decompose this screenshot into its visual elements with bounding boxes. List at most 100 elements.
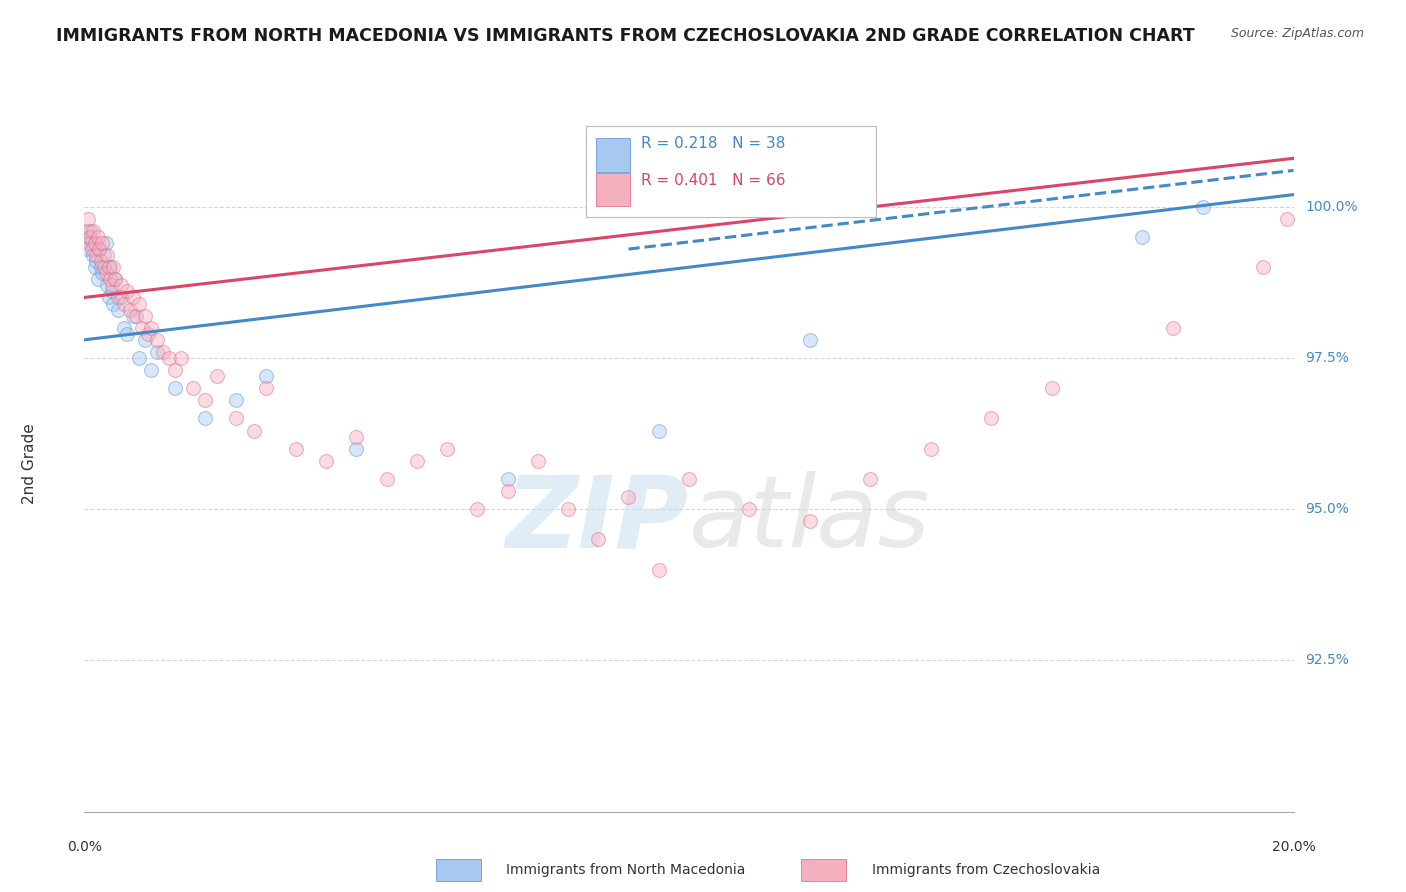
Point (91, 235, 114, 250)
Point (80, 242, 103, 256)
Point (125, 309, 148, 323)
Text: 2nd Grade: 2nd Grade (22, 424, 38, 504)
Point (104, 272, 127, 286)
FancyBboxPatch shape (596, 138, 630, 171)
Point (859, 472, 882, 486)
Text: 20.0%: 20.0% (1271, 839, 1316, 854)
FancyBboxPatch shape (596, 173, 630, 206)
Point (107, 290, 129, 304)
Point (100, 278, 122, 293)
Point (139, 320, 162, 334)
Point (346, 442, 368, 456)
Point (97, 290, 120, 304)
Point (1040, 381, 1063, 395)
Point (254, 369, 277, 384)
Point (1161, 320, 1184, 334)
Text: Immigrants from Czechoslovakia: Immigrants from Czechoslovakia (872, 863, 1099, 877)
Point (284, 442, 308, 456)
Point (146, 333, 169, 347)
Point (799, 333, 821, 347)
Point (194, 411, 217, 425)
Point (467, 502, 489, 516)
Point (194, 393, 217, 408)
Point (678, 472, 700, 486)
Point (104, 272, 127, 286)
Point (94, 266, 117, 280)
Point (84, 260, 107, 275)
Text: R = 0.401   N = 66: R = 0.401 N = 66 (641, 173, 785, 188)
Point (225, 411, 247, 425)
Point (86, 248, 108, 262)
Point (315, 454, 337, 468)
Point (128, 351, 150, 365)
Point (77, 230, 100, 244)
Point (84, 235, 107, 250)
Text: Immigrants from North Macedonia: Immigrants from North Macedonia (506, 863, 745, 877)
Point (1251, 260, 1274, 275)
Point (110, 278, 132, 293)
Point (128, 296, 150, 310)
Text: 0.0%: 0.0% (67, 839, 101, 854)
Point (588, 533, 610, 547)
Point (98, 272, 121, 286)
Point (617, 490, 640, 504)
Point (346, 429, 368, 443)
Point (799, 514, 821, 528)
Point (118, 302, 141, 317)
FancyBboxPatch shape (586, 127, 876, 217)
Point (86, 254, 108, 268)
Point (79, 230, 101, 244)
Point (79, 224, 101, 238)
Point (97, 260, 120, 275)
Point (165, 381, 187, 395)
Point (76, 242, 98, 256)
Point (1192, 200, 1215, 214)
Point (115, 326, 138, 341)
Point (76, 224, 98, 238)
Point (98, 260, 121, 275)
Text: ZIP: ZIP (506, 471, 689, 568)
Point (110, 290, 132, 304)
Text: 100.0%: 100.0% (1306, 200, 1358, 214)
Point (134, 333, 156, 347)
Point (94, 235, 117, 250)
Point (980, 411, 1002, 425)
Point (170, 351, 193, 365)
Point (115, 285, 138, 299)
Point (103, 296, 125, 310)
Point (93, 248, 115, 262)
Text: atlas: atlas (689, 471, 931, 568)
Point (496, 484, 519, 499)
Point (77, 235, 100, 250)
Point (136, 326, 159, 341)
Point (90, 260, 112, 275)
Text: 95.0%: 95.0% (1306, 502, 1350, 516)
Point (496, 472, 519, 486)
Point (181, 381, 204, 395)
Point (134, 309, 156, 323)
Point (225, 393, 247, 408)
Point (103, 260, 125, 275)
Point (152, 345, 174, 359)
Text: 97.5%: 97.5% (1306, 351, 1350, 365)
Text: Source: ZipAtlas.com: Source: ZipAtlas.com (1230, 27, 1364, 40)
Point (77, 211, 100, 226)
Point (527, 454, 550, 468)
Point (107, 302, 129, 317)
Point (436, 442, 458, 456)
Point (254, 381, 277, 395)
Point (131, 320, 153, 334)
Point (91, 266, 114, 280)
Point (86, 272, 108, 286)
Point (82, 224, 104, 238)
Point (406, 454, 429, 468)
Point (90, 254, 112, 268)
Point (121, 309, 143, 323)
Text: R = 0.218   N = 38: R = 0.218 N = 38 (641, 136, 785, 152)
Point (207, 369, 229, 384)
Point (647, 424, 671, 438)
Text: IMMIGRANTS FROM NORTH MACEDONIA VS IMMIGRANTS FROM CZECHOSLOVAKIA 2ND GRADE CORR: IMMIGRANTS FROM NORTH MACEDONIA VS IMMIG… (56, 27, 1195, 45)
Point (920, 442, 942, 456)
Point (146, 345, 169, 359)
Point (93, 260, 115, 275)
